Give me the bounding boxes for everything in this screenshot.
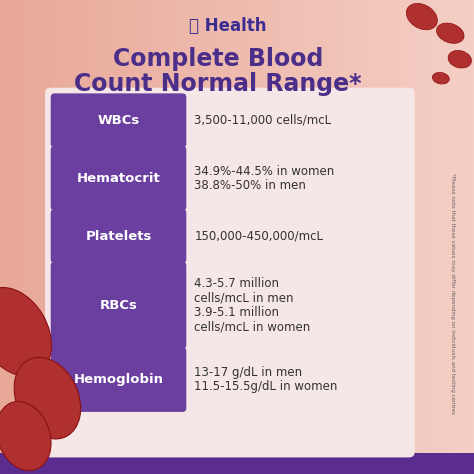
- Ellipse shape: [448, 50, 472, 68]
- FancyBboxPatch shape: [51, 262, 186, 349]
- Text: WBCs: WBCs: [97, 114, 140, 127]
- FancyBboxPatch shape: [45, 88, 415, 457]
- FancyBboxPatch shape: [51, 347, 186, 412]
- Text: 150,000-450,000/mcL: 150,000-450,000/mcL: [194, 229, 323, 243]
- Text: 3,500-11,000 cells/mcL: 3,500-11,000 cells/mcL: [194, 114, 331, 127]
- Text: Hemoglobin: Hemoglobin: [73, 373, 164, 386]
- Text: 13-17 g/dL in men: 13-17 g/dL in men: [194, 366, 302, 379]
- Ellipse shape: [437, 23, 464, 43]
- Text: 11.5-15.5g/dL in women: 11.5-15.5g/dL in women: [194, 380, 337, 393]
- Ellipse shape: [0, 288, 52, 376]
- Ellipse shape: [0, 401, 51, 471]
- Text: Platelets: Platelets: [85, 229, 152, 243]
- FancyBboxPatch shape: [0, 453, 474, 474]
- Text: Ⓑ Health: Ⓑ Health: [189, 17, 266, 35]
- Text: *Please note that these values may differ depending on individuals and testing c: *Please note that these values may diffe…: [450, 173, 455, 414]
- Text: 3.9-5.1 million: 3.9-5.1 million: [194, 306, 279, 319]
- Ellipse shape: [406, 3, 438, 30]
- FancyBboxPatch shape: [51, 93, 186, 147]
- Ellipse shape: [14, 357, 81, 439]
- Text: Hematocrit: Hematocrit: [77, 172, 160, 185]
- Text: 34.9%-44.5% in women: 34.9%-44.5% in women: [194, 164, 335, 178]
- Text: cells/mcL in men: cells/mcL in men: [194, 292, 294, 305]
- Ellipse shape: [432, 73, 449, 84]
- Text: 4.3-5.7 million: 4.3-5.7 million: [194, 277, 279, 291]
- FancyBboxPatch shape: [51, 146, 186, 210]
- Text: 38.8%-50% in men: 38.8%-50% in men: [194, 179, 306, 192]
- Text: Count Normal Range*: Count Normal Range*: [74, 72, 362, 96]
- Text: RBCs: RBCs: [100, 299, 137, 312]
- Text: Complete Blood: Complete Blood: [113, 47, 323, 72]
- Text: cells/mcL in women: cells/mcL in women: [194, 320, 310, 333]
- FancyBboxPatch shape: [51, 209, 186, 263]
